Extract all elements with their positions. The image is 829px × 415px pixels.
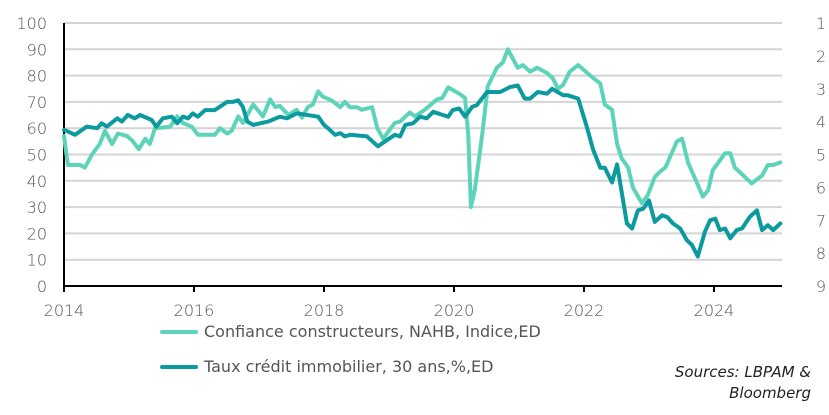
legend-swatch-nahb — [160, 329, 198, 334]
legend-item-nahb: Confiance constructeurs, NAHB, Indice,ED — [160, 322, 541, 341]
y-left-tick-label: 30 — [27, 198, 47, 217]
y-right-tick-label: 1 — [816, 14, 826, 33]
y-left-tick-label: 70 — [27, 93, 47, 112]
x-tick-label: 2016 — [174, 301, 215, 320]
x-tick-label: 2014 — [44, 301, 85, 320]
series-line-mortgage-rate — [62, 83, 783, 259]
legend-swatch-mortgage-rate — [160, 364, 198, 369]
y-right-tick-label: 4 — [816, 113, 826, 132]
y-left-tick-label: 90 — [27, 40, 47, 59]
source-note: Sources: LBPAM & Bloomberg — [675, 362, 811, 404]
y-right-tick-label: 9 — [816, 277, 826, 296]
x-tick-label: 2024 — [694, 301, 735, 320]
y-left-tick-label: 60 — [27, 119, 47, 138]
source-line-2: Bloomberg — [729, 384, 811, 402]
y-right-tick-label: 7 — [816, 211, 826, 230]
y-right-tick-label: 8 — [816, 244, 826, 263]
y-right-tick-label: 2 — [816, 47, 826, 66]
y-left-tick-label: 80 — [27, 67, 47, 86]
source-line-1: Sources: LBPAM & — [674, 363, 811, 381]
y-right-tick-label: 5 — [816, 146, 826, 165]
legend-label-nahb: Confiance constructeurs, NAHB, Indice,ED — [204, 322, 541, 341]
y-right-tick-label: 3 — [816, 80, 826, 99]
legend-label-mortgage-rate: Taux crédit immobilier, 30 ans,%,ED — [204, 357, 494, 376]
y-left-tick-label: 50 — [27, 146, 47, 165]
x-tick-label: 2020 — [434, 301, 475, 320]
y-left-tick-label: 100 — [16, 14, 47, 33]
series-line-nahb — [62, 47, 783, 210]
y-left-tick-label: 20 — [27, 224, 47, 243]
y-right-tick-label: 6 — [816, 178, 826, 197]
y-left-tick-label: 10 — [27, 251, 47, 270]
y-left-tick-label: 0 — [37, 277, 47, 296]
x-tick-label: 2022 — [564, 301, 605, 320]
x-tick-label: 2018 — [304, 301, 345, 320]
legend-item-mortgage-rate: Taux crédit immobilier, 30 ans,%,ED — [160, 357, 493, 376]
y-left-tick-label: 40 — [27, 172, 47, 191]
